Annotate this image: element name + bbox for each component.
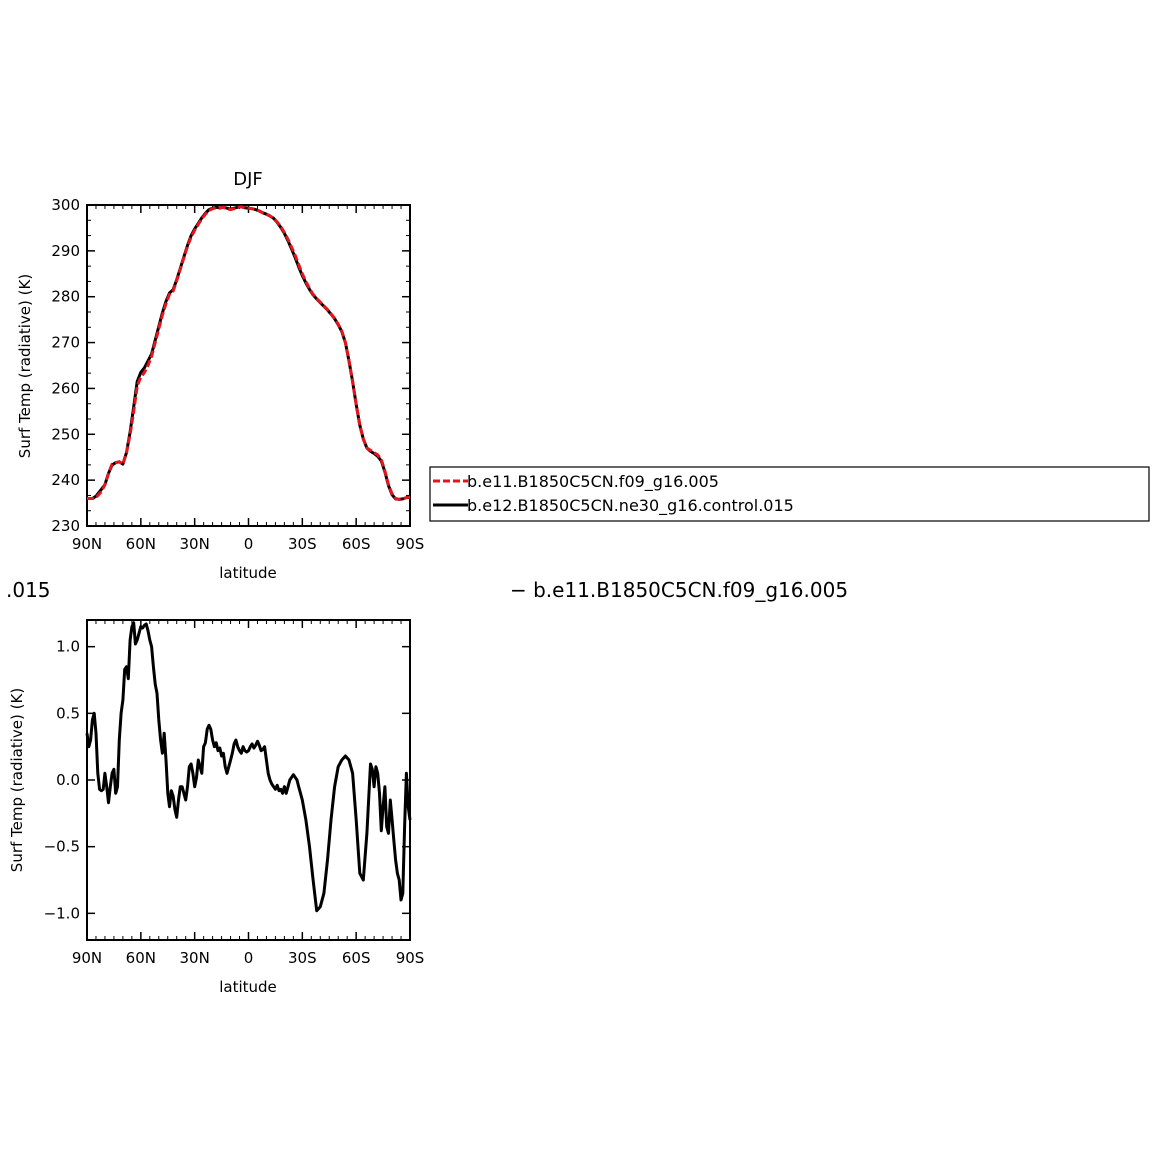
legend-label-series-2: b.e12.B1850C5CN.ne30_g16.control.015 <box>467 496 794 516</box>
x-tick-label: 30N <box>180 949 210 967</box>
djf-mean-panel: DJF Surf Temp (radiative) (K) latitude 9… <box>16 169 424 582</box>
y-tick-label: 290 <box>51 242 80 260</box>
x-tick-label: 30S <box>288 949 317 967</box>
caption-right-text: − b.e11.B1850C5CN.f09_g16.005 <box>510 578 848 602</box>
x-tick-label: 90N <box>72 535 102 553</box>
x-axis-title: latitude <box>219 564 277 582</box>
x-tick-label: 30N <box>180 535 210 553</box>
legend-box <box>429 466 1150 522</box>
caption-left-text: .015 <box>6 578 51 602</box>
y-tick-label: 260 <box>51 379 80 397</box>
x-tick-label: 90S <box>396 949 425 967</box>
series-line-1 <box>87 205 411 501</box>
x-tick-label: 60N <box>126 949 156 967</box>
y-axis-title: Surf Temp (radiative) (K) <box>16 274 34 458</box>
difference-panel: Surf Temp (radiative) (K) latitude 90N 60… <box>8 619 425 996</box>
series-line-1 <box>85 621 412 913</box>
x-axis-title: latitude <box>219 978 277 996</box>
x-tick-label: 60S <box>342 949 371 967</box>
y-tick-label: 1.0 <box>56 638 80 656</box>
y-tick-label: −1.0 <box>44 904 80 922</box>
y-tick-label: 300 <box>51 196 80 214</box>
y-tick-label: −0.5 <box>44 838 80 856</box>
x-tick-label: 0 <box>244 535 254 553</box>
x-tick-label: 90S <box>396 535 425 553</box>
y-tick-label: 0.5 <box>56 704 80 722</box>
y-tick-label: 0.0 <box>56 771 80 789</box>
y-tick-label: 280 <box>51 288 80 306</box>
y-tick-label: 270 <box>51 334 80 352</box>
x-tick-label: 60S <box>342 535 371 553</box>
legend-label-series-1: b.e11.B1850C5CN.f09_g16.005 <box>467 472 719 492</box>
x-tick-label: 0 <box>244 949 254 967</box>
panel-title: DJF <box>233 169 263 190</box>
x-tick-label: 60N <box>126 535 156 553</box>
y-axis-title: Surf Temp (radiative) (K) <box>8 688 26 872</box>
y-tick-label: 250 <box>51 425 80 443</box>
x-tick-label: 30S <box>288 535 317 553</box>
legend: b.e11.B1850C5CN.f09_g16.005 b.e12.B1850C… <box>429 466 1150 522</box>
y-tick-label: 240 <box>51 471 80 489</box>
y-tick-label: 230 <box>51 517 80 535</box>
x-tick-label: 90N <box>72 949 102 967</box>
